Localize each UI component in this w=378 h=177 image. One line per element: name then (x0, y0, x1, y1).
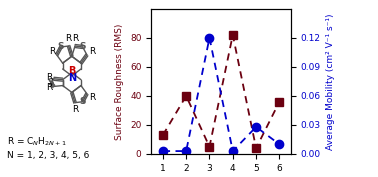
Text: R: R (49, 47, 55, 56)
Text: R: R (65, 35, 71, 44)
Text: S: S (47, 78, 54, 87)
Y-axis label: Surface Roughness (RMS): Surface Roughness (RMS) (115, 23, 124, 140)
Text: R: R (46, 73, 52, 82)
Text: R: R (72, 35, 79, 44)
Text: B: B (68, 66, 76, 76)
Text: R = C$_N$H$_{2N+1}$: R = C$_N$H$_{2N+1}$ (7, 135, 67, 148)
Text: R: R (46, 83, 52, 92)
Text: N = 1, 2, 3, 4, 5, 6: N = 1, 2, 3, 4, 5, 6 (7, 151, 90, 160)
Text: S: S (58, 42, 64, 52)
Text: R: R (72, 105, 79, 114)
Text: N: N (68, 73, 76, 83)
Y-axis label: Average Mobility (cm² V⁻¹ s⁻¹): Average Mobility (cm² V⁻¹ s⁻¹) (327, 13, 335, 150)
Text: R: R (89, 93, 95, 102)
Text: S: S (79, 42, 86, 52)
Text: R: R (89, 47, 95, 56)
Text: S: S (79, 97, 86, 106)
